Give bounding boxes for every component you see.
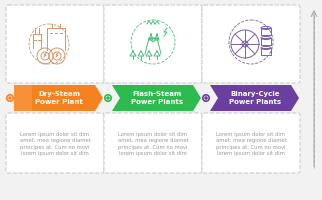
Text: Lorem ipsum dolor sit dim
amet, mea regione diamet
principes at. Cum no movi
lor: Lorem ipsum dolor sit dim amet, mea regi… (215, 132, 287, 156)
FancyBboxPatch shape (202, 113, 300, 173)
Text: Lorem ipsum dolor sit dim
amet, mea regione diamet
principes at. Cum no movi
lor: Lorem ipsum dolor sit dim amet, mea regi… (118, 132, 188, 156)
FancyBboxPatch shape (6, 113, 104, 173)
Polygon shape (112, 85, 201, 111)
Polygon shape (14, 85, 32, 111)
Polygon shape (14, 85, 103, 111)
Text: Dry-Steam
Power Plant: Dry-Steam Power Plant (35, 91, 83, 105)
FancyBboxPatch shape (202, 5, 300, 83)
FancyBboxPatch shape (6, 5, 104, 83)
Polygon shape (210, 85, 299, 111)
Circle shape (204, 96, 208, 100)
Circle shape (8, 96, 12, 100)
Circle shape (203, 95, 209, 101)
FancyBboxPatch shape (104, 5, 202, 83)
Circle shape (106, 96, 110, 100)
Text: Flash-Steam
Power Plants: Flash-Steam Power Plants (131, 91, 183, 105)
Circle shape (105, 95, 111, 101)
Text: Binary-Cycle
Power Plants: Binary-Cycle Power Plants (229, 91, 281, 105)
Text: Lorem ipsum dolor sit dim
amet, mea regione diamet
principes at. Cum no movi
lor: Lorem ipsum dolor sit dim amet, mea regi… (20, 132, 90, 156)
FancyBboxPatch shape (104, 113, 202, 173)
Circle shape (7, 95, 13, 101)
